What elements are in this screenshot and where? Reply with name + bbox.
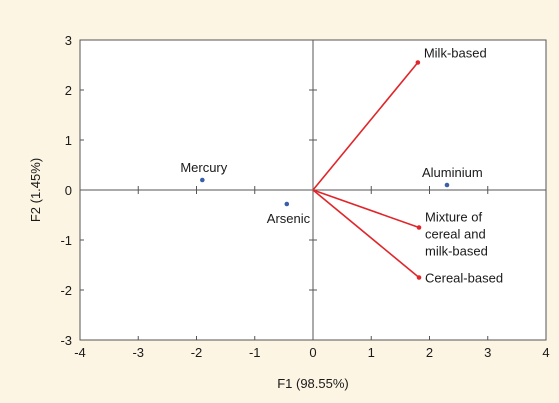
variable-vector-end (415, 60, 421, 65)
x-tick-label: -4 (74, 345, 86, 360)
x-tick-label: -2 (191, 345, 203, 360)
x-tick-label: 2 (426, 345, 433, 360)
observation-points: Mercury Arsenic Aluminium (180, 160, 482, 226)
observation-label: Mercury (180, 160, 227, 175)
y-tick-label: 3 (65, 33, 72, 48)
variable-vector-end (416, 225, 422, 230)
observation-point (284, 201, 290, 207)
x-tick-label: -1 (249, 345, 261, 360)
variable-vector (312, 61, 419, 191)
x-axis-title: F1 (98.55%) (277, 376, 349, 391)
variable-vector (312, 189, 420, 229)
x-tick-label: 0 (309, 345, 316, 360)
variable-label: Mixture of (425, 210, 482, 225)
variable-label: cereal and (425, 227, 486, 242)
x-tick-label: 1 (368, 345, 375, 360)
y-tick-label: -1 (60, 233, 72, 248)
variable-vectors: Milk-based Mixture of cereal and milk-based… (312, 46, 503, 286)
variable-vector (312, 189, 420, 279)
y-axis-title: F2 (1.45%) (28, 158, 43, 222)
variable-vector-end (416, 275, 422, 280)
observation-label: Arsenic (267, 211, 311, 226)
observation-point (444, 182, 450, 188)
x-tick-label: 4 (542, 345, 549, 360)
y-tick-label: -2 (60, 283, 72, 298)
x-tick-label: 3 (484, 345, 491, 360)
y-tick-label: -3 (60, 333, 72, 348)
y-tick-label: 1 (65, 133, 72, 148)
y-tick-label: 2 (65, 83, 72, 98)
variable-label: Cereal-based (425, 271, 503, 286)
variable-label: milk-based (425, 244, 488, 259)
x-tick-label: -3 (132, 345, 144, 360)
observation-point (200, 177, 205, 183)
observation-label: Aluminium (422, 165, 483, 180)
variable-label: Milk-based (424, 46, 487, 61)
y-tick-label: 0 (65, 183, 72, 198)
